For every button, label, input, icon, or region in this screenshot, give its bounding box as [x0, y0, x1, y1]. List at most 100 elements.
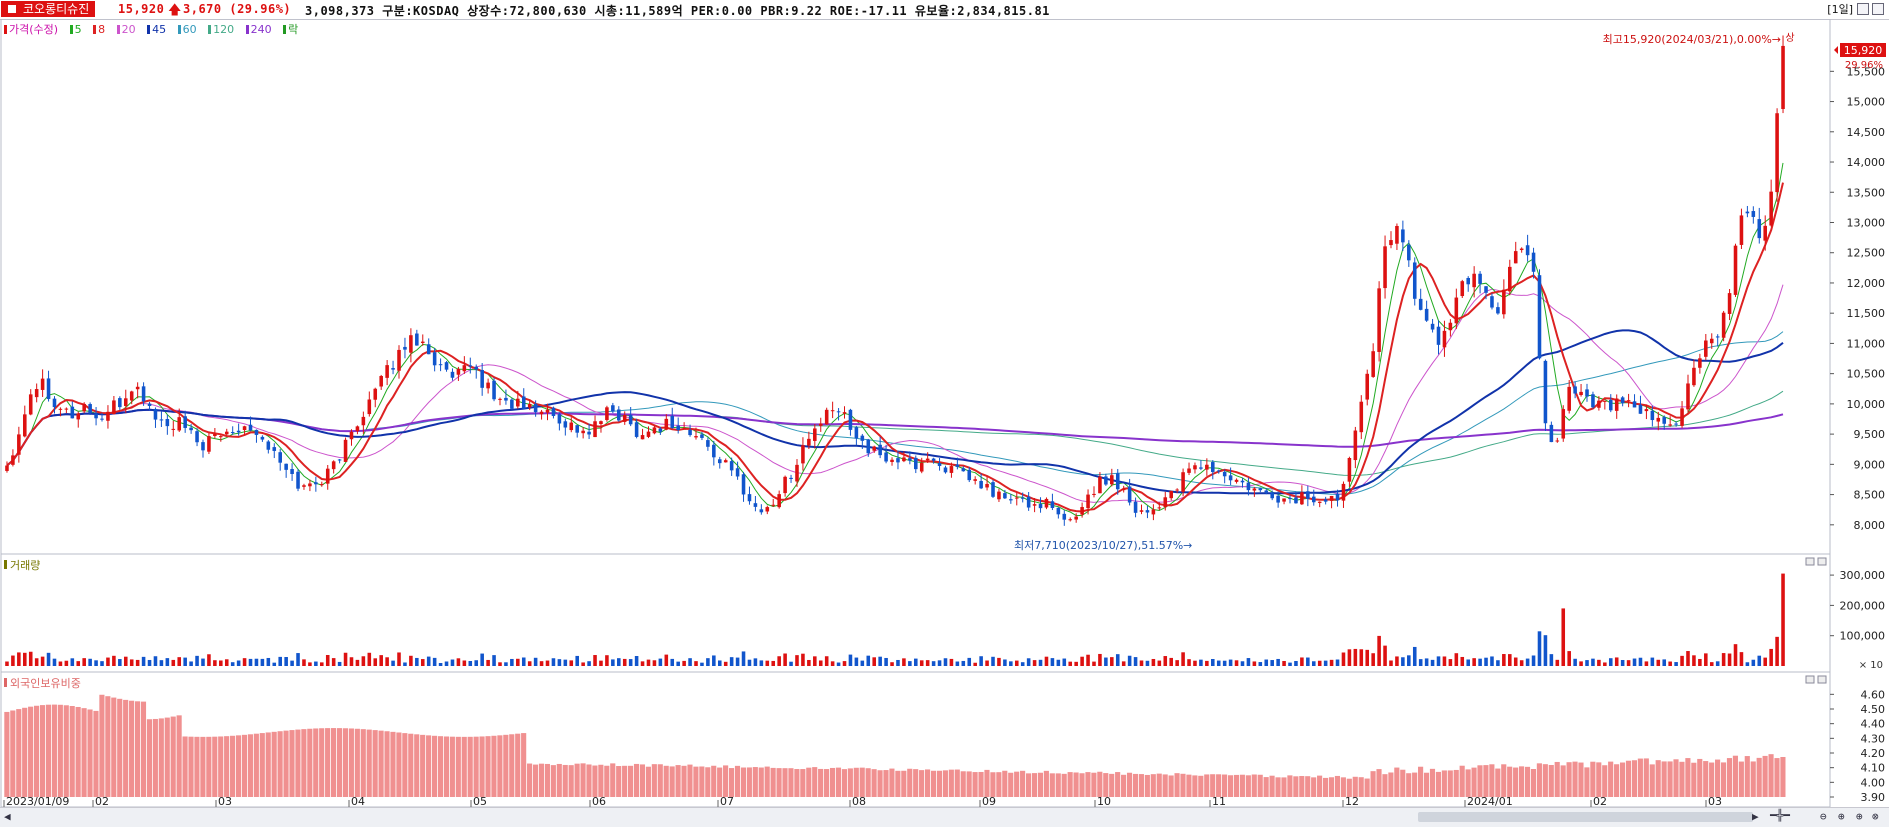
close-window-icon[interactable] [1872, 3, 1884, 15]
scrollbar-thumb[interactable] [1418, 812, 1753, 822]
volume-bar [1709, 662, 1714, 666]
foreign-y-tick-label: 4.20 [1861, 747, 1886, 760]
y-tick-label: 11,500 [1847, 307, 1886, 320]
change-percent: (29.96%) [229, 2, 292, 16]
candle-body [717, 459, 722, 464]
volume-bar [415, 657, 419, 666]
foreign-panel-restore-icon[interactable] [1805, 675, 1815, 684]
candle-body [795, 464, 799, 482]
candle-body [1014, 497, 1019, 499]
foreign-ratio-bar [140, 701, 147, 797]
zoom-in-icon[interactable]: ⊕ [1856, 810, 1863, 823]
foreign-ratio-bar [544, 763, 550, 797]
candle-body [1121, 488, 1126, 491]
volume-bar [688, 658, 692, 666]
candle-body [908, 458, 912, 461]
volume-bar [1009, 661, 1013, 666]
foreign-y-tick-label: 4.30 [1861, 732, 1886, 745]
volume-bar [848, 654, 853, 666]
legend-ma-240[interactable]: 240 [245, 23, 276, 36]
y-tick-label: 10,000 [1847, 398, 1886, 411]
legend-ma-60[interactable]: 60 [177, 23, 201, 36]
legend-ma-45[interactable]: 45 [147, 23, 170, 36]
foreign-ratio-bar [1263, 777, 1269, 797]
candle-body [1151, 509, 1156, 515]
change-amount: 3,670 [183, 2, 222, 16]
legend-price[interactable]: 가격(수정) [4, 23, 62, 36]
volume-bar [1537, 631, 1542, 666]
volume-bar [1353, 648, 1358, 666]
candle-body [1614, 398, 1619, 411]
foreign-ratio-bar [34, 705, 40, 797]
stock-name-label[interactable]: 코오롱티슈진 [1, 1, 96, 17]
foreign-ratio-bar [764, 766, 770, 797]
volume-bar [1110, 657, 1114, 666]
volume-bar [569, 660, 574, 666]
period-selector[interactable]: [1일] [1827, 3, 1853, 16]
candle-body [1252, 488, 1257, 491]
legend-ma-8[interactable]: 8 [93, 23, 109, 36]
volume-bar [640, 661, 645, 666]
candle-body [1080, 507, 1084, 515]
foreign-ratio-bar [1596, 762, 1602, 797]
volume-bar [1300, 657, 1304, 666]
y-tick-label: 8,500 [1854, 489, 1886, 502]
scroll-left-icon[interactable]: ◀ [4, 810, 11, 823]
volume-bar [1496, 660, 1500, 666]
volume-bar [1003, 659, 1007, 666]
volume-bar [1698, 658, 1702, 666]
candle-body [5, 465, 9, 471]
candle-body [533, 403, 538, 413]
zoom-out-icon[interactable]: ⊖ [1820, 810, 1827, 823]
foreign-ratio-bar [1738, 761, 1744, 797]
zoom-fit-icon[interactable]: ⊗ [1872, 810, 1879, 823]
foreign-panel-close-icon[interactable] [1817, 675, 1827, 684]
candle-body [129, 391, 134, 401]
candle-body [818, 423, 823, 426]
volume-panel-restore-icon[interactable] [1805, 557, 1815, 566]
legend-ma-20[interactable]: 20 [116, 23, 140, 36]
legend-ma-5[interactable]: 5 [69, 23, 86, 36]
volume-bar [1460, 656, 1465, 666]
foreign-ratio-bar [431, 735, 438, 797]
candle-body [830, 410, 835, 412]
candle-body [919, 462, 924, 472]
volume-bar [385, 657, 389, 666]
volume-bar [165, 658, 170, 666]
legend-ma-120[interactable]: 120 [208, 23, 238, 36]
foreign-ratio-bar [1269, 775, 1275, 797]
lock-color-icon [283, 25, 287, 34]
legend-lock[interactable]: 락 [283, 23, 302, 36]
foreign-ratio-bar [1459, 765, 1465, 797]
foreign-ratio-bar [930, 770, 937, 797]
candle-body [1056, 507, 1061, 515]
foreign-ratio-bar [1400, 769, 1406, 797]
horizontal-scrollbar[interactable]: ◀ ▶ ━╬━ ⊖ ⊕ ⊕ ⊗ [0, 807, 1889, 827]
stock-chart[interactable]: 8,000 8,500 9,000 9,500 10,000 10,500 11,000 11… [0, 19, 1889, 807]
foreign-ratio-bar [1774, 758, 1780, 797]
candle-body [1513, 251, 1518, 264]
candle-body [1127, 486, 1132, 503]
foreign-ratio-bar [1435, 771, 1441, 797]
foreign-ratio-bar [1067, 772, 1073, 797]
volume-bar [1739, 652, 1744, 666]
volume-panel-close-icon[interactable] [1817, 557, 1827, 566]
foreign-ratio-bar [1037, 772, 1043, 797]
zoom-slider[interactable]: ━╬━ [1770, 809, 1790, 822]
restore-window-icon[interactable] [1857, 3, 1869, 15]
scroll-right-icon[interactable]: ▶ [1752, 810, 1759, 823]
foreign-ratio-bar [1008, 772, 1014, 797]
zoom-reset-icon[interactable]: ⊕ [1838, 810, 1845, 823]
candle-body [860, 435, 865, 441]
foreign-ratio-bar [1257, 774, 1263, 797]
foreign-ratio-bar [354, 728, 360, 797]
foreign-ratio-bar [1661, 761, 1667, 797]
volume-bar [961, 660, 966, 666]
x-tick-label: 03 [218, 795, 232, 807]
foreign-ratio-bar [883, 770, 889, 797]
candle-body [1585, 389, 1589, 397]
volume-bar [1555, 659, 1560, 666]
foreign-ratio-bar [1554, 761, 1560, 797]
candle-body [1644, 409, 1649, 412]
candle-body [1751, 211, 1756, 217]
